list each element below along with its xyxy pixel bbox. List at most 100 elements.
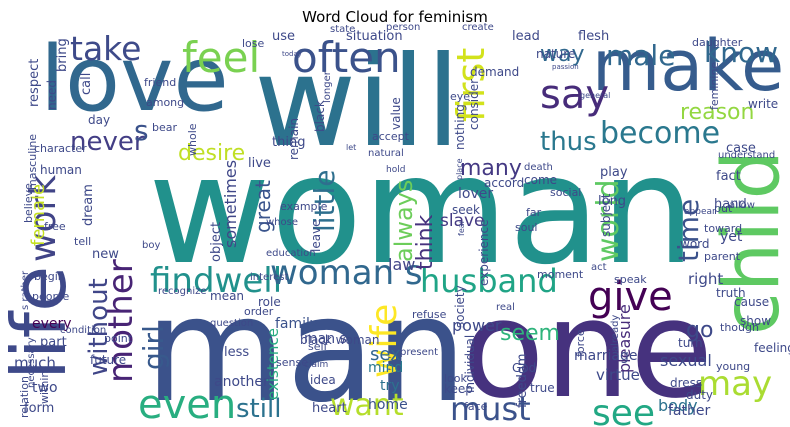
cloud-word: time — [672, 199, 705, 262]
cloud-word: God — [512, 361, 536, 375]
cloud-word: marriage — [574, 348, 637, 364]
cloud-word: appear — [684, 207, 716, 217]
cloud-word: masculine — [26, 134, 39, 190]
cloud-word: never — [70, 127, 145, 157]
cloud-word: think — [413, 214, 438, 270]
cloud-word: female — [28, 184, 49, 246]
cloud-word: existence — [264, 328, 282, 400]
cloud-word: male — [606, 39, 675, 72]
cloud-word: put — [714, 202, 733, 215]
cloud-word: interest — [250, 272, 288, 283]
cloud-word: claim — [304, 360, 328, 370]
cloud-word: s — [134, 114, 149, 147]
cloud-word: flesh — [578, 29, 609, 44]
cloud-word: woman — [148, 124, 696, 298]
cloud-word: refuse — [412, 308, 447, 321]
cloud-word: become — [600, 116, 720, 151]
cloud-word: passion — [552, 63, 579, 71]
cloud-word: state — [330, 24, 355, 35]
cloud-word: another — [214, 374, 269, 390]
cloud-word: seek — [452, 203, 480, 217]
cloud-word: whole — [186, 123, 199, 156]
cloud-word: let — [346, 143, 356, 152]
cloud-word: mean — [210, 289, 244, 303]
cloud-word: say — [540, 72, 609, 118]
cloud-word: reason — [680, 100, 754, 125]
cloud-word: will — [254, 30, 460, 175]
cloud-word: every — [32, 316, 72, 332]
cloud-word: thing — [272, 135, 305, 150]
cloud-word: come — [524, 173, 557, 187]
cloud-word: idea — [310, 373, 336, 387]
cloud-word: bring — [55, 38, 70, 72]
cloud-word: keep — [444, 382, 473, 396]
cloud-word: day — [88, 113, 110, 127]
cloud-word: right — [688, 270, 723, 288]
cloud-word: fear — [457, 219, 466, 236]
cloud-word: little — [308, 169, 341, 232]
cloud-word: friend — [144, 76, 176, 89]
cloud-word: black — [313, 100, 327, 132]
cloud-word: point — [104, 332, 133, 345]
cloud-word: girl — [137, 325, 170, 370]
cloud-word: young — [716, 360, 750, 373]
cloud-word: heart — [312, 401, 347, 416]
cloud-word: act — [591, 262, 607, 273]
cloud-word: virtue — [596, 366, 640, 384]
cloud-word: within — [38, 371, 51, 404]
cloud-word: longer — [322, 70, 333, 103]
cloud-word: one — [462, 271, 713, 427]
cloud-word: show — [740, 314, 771, 328]
cloud-word: future — [90, 353, 126, 367]
cloud-word: individual — [463, 335, 477, 393]
cloud-word: among — [146, 96, 184, 109]
cloud-word: must — [450, 390, 531, 427]
cloud-word: experience — [477, 219, 491, 286]
cloud-word: hand — [714, 197, 747, 212]
cloud-word: findwell — [150, 261, 282, 301]
cloud-word: already — [610, 315, 621, 352]
cloud-word: lose — [242, 37, 265, 50]
cloud-word: always — [390, 180, 418, 262]
cloud-word: moment — [537, 268, 584, 281]
cloud-word: allow — [729, 200, 755, 211]
cloud-word: though — [720, 321, 759, 334]
cloud-word: call — [79, 73, 94, 95]
cloud-word: recognize — [158, 286, 207, 297]
cloud-word: far — [526, 206, 542, 219]
cloud-word: mind — [368, 360, 403, 376]
cloud-word: less — [224, 345, 249, 360]
cloud-word: value — [389, 97, 403, 130]
cloud-word: object — [209, 222, 224, 262]
cloud-word: relation — [18, 376, 31, 418]
cloud-word: necessary — [26, 337, 37, 388]
cloud-word: word — [680, 237, 710, 251]
cloud-word: remain — [287, 118, 301, 160]
cloud-word: society — [453, 285, 467, 328]
cloud-word: soul — [515, 221, 538, 234]
cloud-word: way — [540, 42, 585, 67]
cloud-word: parent — [704, 250, 741, 263]
cloud-word: law — [388, 255, 415, 274]
cloud-word: love — [40, 27, 229, 132]
cloud-word: make — [592, 25, 784, 107]
cloud-word: black woman — [300, 333, 379, 347]
cloud-word: social — [550, 186, 581, 199]
cloud-word: family — [275, 316, 318, 332]
cloud-word: bear — [152, 121, 177, 134]
cloud-word: mother — [101, 259, 141, 383]
cloud-word: demand — [470, 65, 519, 79]
cloud-word: place — [455, 158, 464, 180]
cloud-word: human — [40, 163, 82, 177]
cloud-word: condition — [60, 325, 106, 336]
cloud-word: world — [591, 179, 626, 262]
cloud-word: wife — [364, 304, 405, 378]
cloud-word: role — [258, 295, 281, 309]
cloud-word: work — [23, 175, 64, 262]
cloud-word: lead — [512, 29, 540, 44]
cloud-word: duty — [686, 388, 713, 402]
cloud-word: sometimes — [221, 160, 240, 248]
cloud-word: begin — [34, 270, 65, 283]
